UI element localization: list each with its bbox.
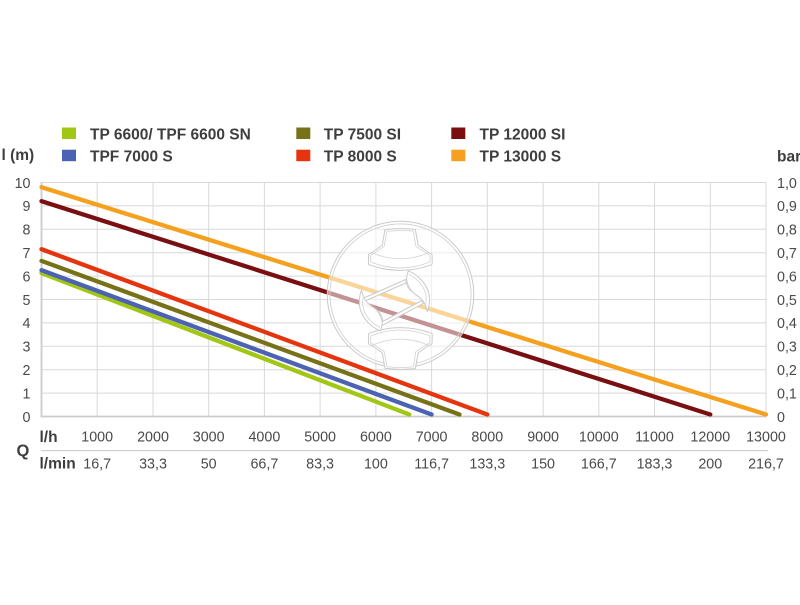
svg-text:150: 150: [531, 457, 555, 473]
svg-text:TP 8000 S: TP 8000 S: [324, 149, 397, 166]
svg-text:TP 12000 SI: TP 12000 SI: [480, 127, 566, 144]
svg-text:6: 6: [23, 269, 31, 285]
svg-text:66,7: 66,7: [250, 457, 278, 473]
svg-text:12000: 12000: [690, 429, 730, 445]
svg-text:2000: 2000: [137, 429, 169, 445]
svg-text:0,7: 0,7: [777, 246, 797, 262]
svg-text:0,6: 0,6: [777, 269, 797, 285]
svg-text:0,5: 0,5: [777, 293, 797, 309]
svg-text:TP 13000 S: TP 13000 S: [480, 149, 562, 166]
svg-text:1,0: 1,0: [777, 176, 797, 192]
svg-text:TPF 7000 S: TPF 7000 S: [90, 149, 173, 166]
svg-text:83,3: 83,3: [306, 457, 334, 473]
svg-text:116,7: 116,7: [414, 457, 449, 473]
svg-text:l/min: l/min: [40, 456, 76, 473]
svg-text:0,8: 0,8: [777, 223, 797, 239]
svg-text:TP 7500 SI: TP 7500 SI: [324, 127, 401, 144]
svg-text:bar: bar: [777, 148, 800, 165]
svg-text:0: 0: [23, 410, 31, 426]
svg-text:9000: 9000: [527, 429, 559, 445]
svg-text:TP 6600/ TPF 6600 SN: TP 6600/ TPF 6600 SN: [90, 127, 251, 144]
svg-text:7000: 7000: [416, 429, 448, 445]
svg-text:216,7: 216,7: [748, 457, 784, 473]
svg-text:l/h: l/h: [40, 429, 58, 446]
svg-text:0,1: 0,1: [777, 386, 797, 402]
svg-text:10000: 10000: [579, 429, 619, 445]
svg-text:0,4: 0,4: [777, 316, 797, 332]
svg-text:9: 9: [23, 199, 31, 215]
svg-text:13000: 13000: [746, 429, 786, 445]
svg-text:3000: 3000: [193, 429, 225, 445]
svg-text:33,3: 33,3: [139, 457, 167, 473]
svg-text:0: 0: [777, 410, 785, 426]
svg-text:0,2: 0,2: [777, 363, 797, 379]
svg-text:8000: 8000: [471, 429, 503, 445]
svg-text:166,7: 166,7: [581, 457, 617, 473]
svg-text:8: 8: [23, 223, 31, 239]
svg-text:11000: 11000: [635, 429, 674, 445]
svg-text:16,7: 16,7: [83, 457, 111, 473]
svg-text:1: 1: [23, 386, 31, 402]
svg-text:5000: 5000: [304, 429, 336, 445]
svg-text:2: 2: [23, 363, 31, 379]
svg-text:100: 100: [364, 457, 388, 473]
svg-text:10: 10: [15, 176, 31, 192]
svg-text:5: 5: [23, 293, 31, 309]
svg-text:183,3: 183,3: [637, 457, 673, 473]
svg-text:4000: 4000: [248, 429, 280, 445]
svg-text:l (m): l (m): [2, 147, 35, 164]
svg-text:7: 7: [23, 246, 31, 262]
svg-text:1000: 1000: [81, 429, 113, 445]
svg-text:3: 3: [23, 340, 31, 356]
svg-text:133,3: 133,3: [469, 457, 505, 473]
svg-text:200: 200: [698, 457, 722, 473]
svg-text:4: 4: [23, 316, 31, 332]
svg-text:6000: 6000: [360, 429, 392, 445]
svg-text:Q: Q: [17, 442, 30, 460]
svg-text:0,9: 0,9: [777, 199, 797, 215]
svg-text:0,3: 0,3: [777, 340, 797, 356]
svg-text:50: 50: [201, 457, 217, 473]
